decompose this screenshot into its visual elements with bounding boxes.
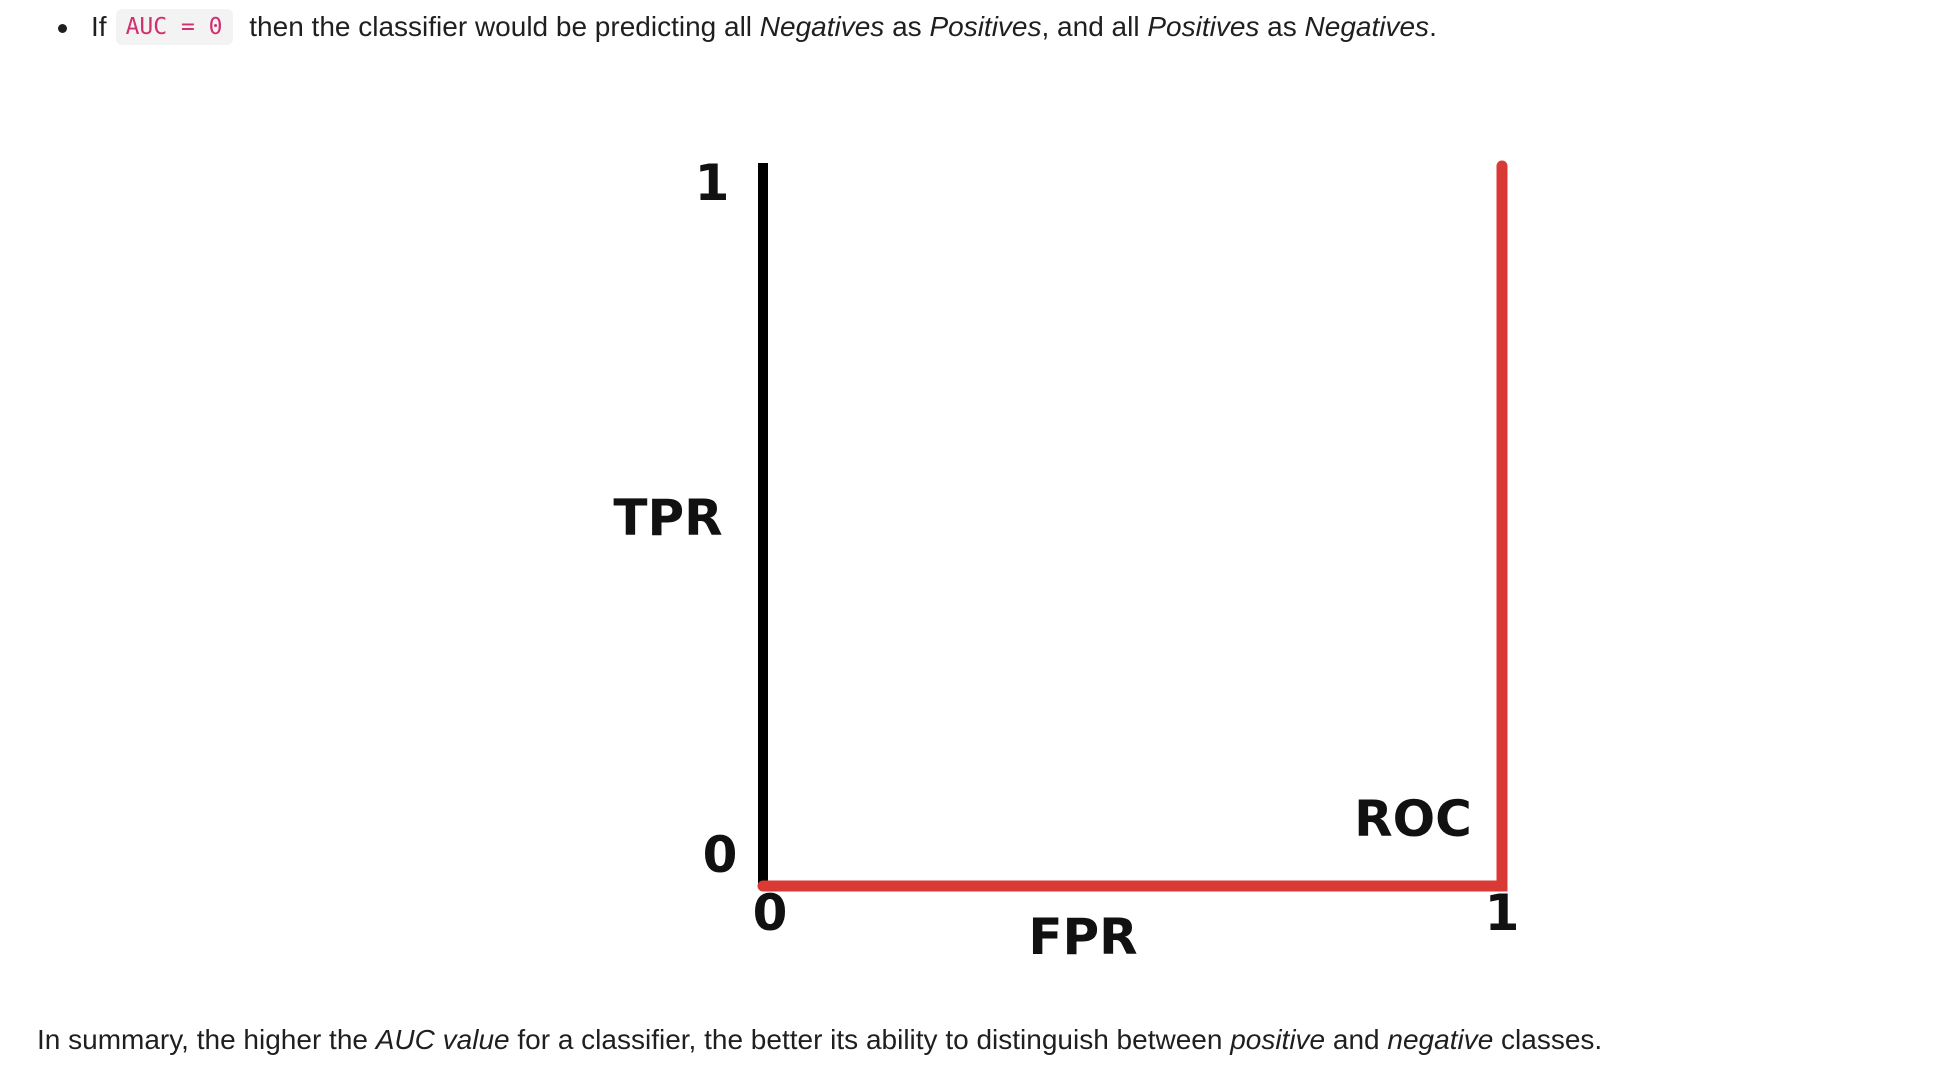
bullet-segment: Positives [1147, 11, 1260, 42]
roc-figure: 1 0 TPR 0 1 FPR ROC [580, 148, 1580, 998]
bullet-text: then the classifier would be predicting … [242, 11, 1437, 43]
bullet-segment: then the classifier would be predicting … [241, 11, 760, 42]
summary-segment: AUC value [375, 1024, 510, 1055]
y-tick-top-label: 1 [695, 154, 730, 212]
roc-curve-line [757, 160, 1508, 892]
bullet-segment: as [1259, 11, 1305, 42]
x-tick-right-label: 1 [1485, 884, 1520, 942]
summary-segment: negative [1387, 1024, 1494, 1055]
bullet-segment: Negatives [759, 11, 885, 42]
bullet-segment: , and all [1041, 11, 1148, 42]
bullet-segment: Positives [929, 11, 1042, 42]
inline-code: AUC = 0 [115, 9, 233, 45]
summary-segment: classes. [1493, 1024, 1603, 1055]
summary-segment: for a classifier, the better its ability… [509, 1024, 1231, 1055]
bullet-segment: . [1429, 11, 1437, 42]
roc-chart: 1 0 TPR 0 1 FPR ROC [613, 154, 1520, 966]
bullet-item: If AUC = 0 then the classifier would be … [58, 4, 1437, 50]
bullet-segment: as [884, 11, 930, 42]
bullet-icon [58, 24, 67, 33]
bullet-segment: Negatives [1304, 11, 1430, 42]
x-tick-left-label: 0 [753, 884, 788, 942]
summary-paragraph: In summary, the higher the AUC value for… [37, 1024, 1602, 1056]
x-axis-label: FPR [1028, 908, 1137, 966]
y-axis-label: TPR [613, 489, 722, 547]
summary-segment: and [1325, 1024, 1388, 1055]
summary-segment: positive [1230, 1024, 1326, 1055]
summary-segment: In summary, the higher the [37, 1024, 376, 1055]
roc-curve-label: ROC [1354, 790, 1472, 848]
y-tick-bottom-label: 0 [703, 826, 738, 884]
bullet-lead: If [91, 11, 107, 42]
